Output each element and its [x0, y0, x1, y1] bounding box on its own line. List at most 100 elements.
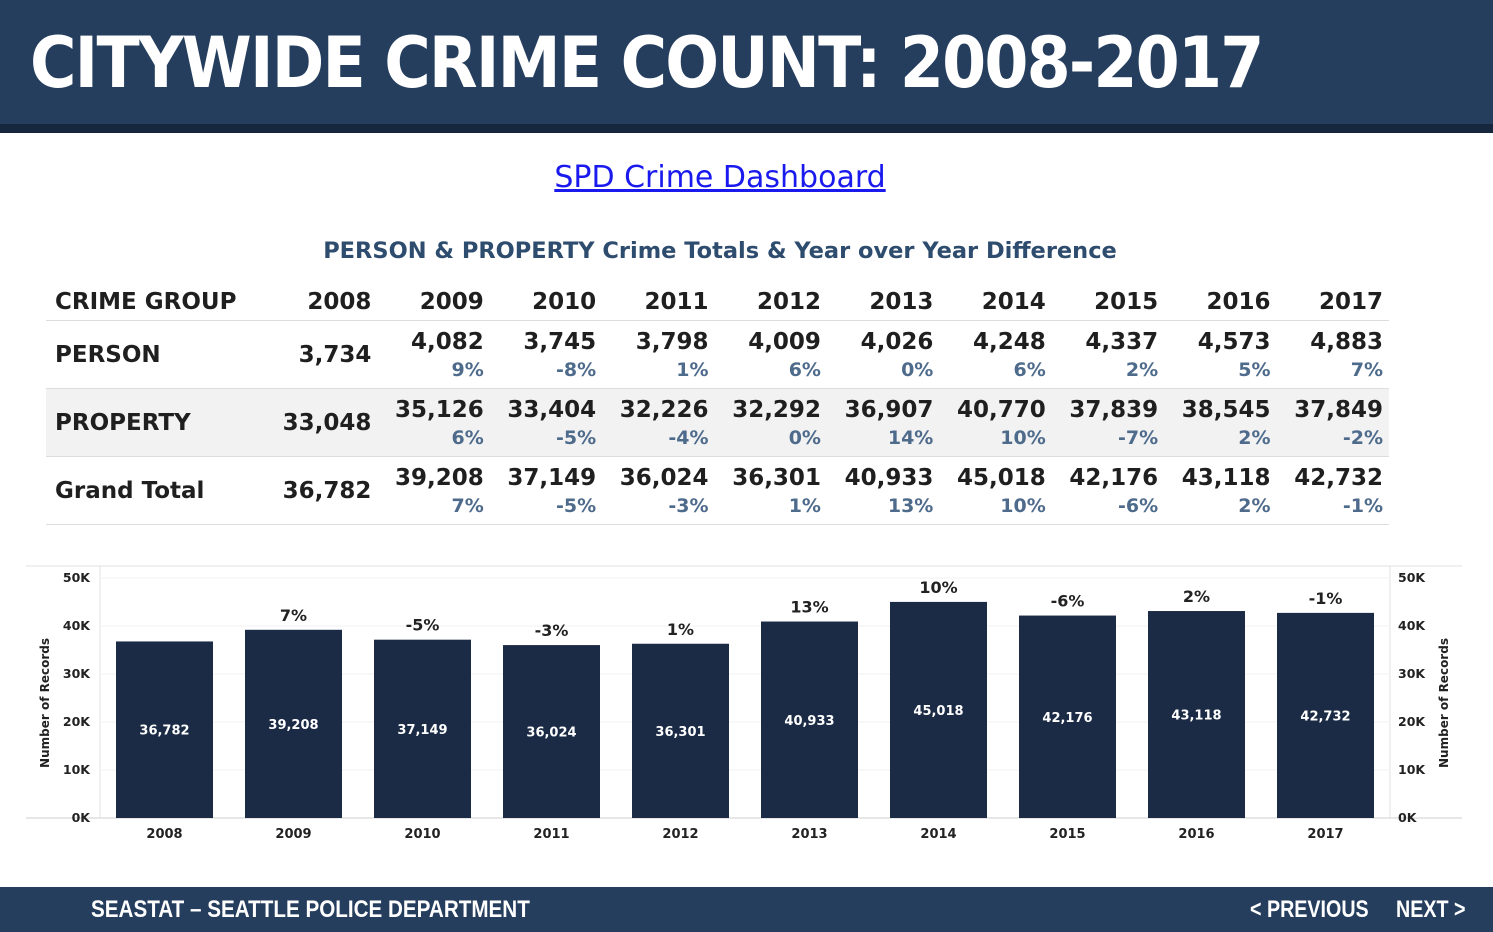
bar: [890, 601, 987, 818]
table-row-property: PROPERTY 33,048 35,126 6% 33,404 -5% 32,22…: [46, 388, 1389, 457]
cell-value: 36,024: [619, 464, 709, 491]
dashboard-link[interactable]: SPD Crime Dashboard: [554, 160, 886, 195]
table-cell: 33,404 -5%: [489, 388, 603, 457]
page-title: CITYWIDE CRIME COUNT: 2008-2017: [30, 22, 1264, 104]
y-axis-title-right: Number of Records: [1437, 638, 1451, 768]
bar-value-label: 43,118: [1171, 709, 1221, 724]
table-cell: 32,292 0%: [714, 388, 827, 457]
x-tick-label: 2013: [791, 827, 827, 842]
cell-change: 2%: [1238, 426, 1271, 449]
column-header-year: 2016: [1164, 284, 1277, 321]
x-tick-label: 2015: [1049, 827, 1085, 842]
y-tick-label-left: 30K: [63, 666, 91, 681]
bar: [632, 643, 729, 818]
cell-value: 36,907: [844, 396, 934, 423]
cell-value: 40,933: [844, 464, 934, 491]
x-tick-label: 2012: [662, 827, 698, 842]
bar-chart: 0K 0K 10K 10K 20K 20K 30K 30K 40K 40K 50K 50K Number…: [26, 565, 1462, 842]
bar: [374, 639, 471, 818]
table-cell: 40,933 13%: [826, 456, 940, 525]
y-tick-label-right: 40K: [1398, 618, 1426, 633]
x-tick-label: 2017: [1307, 827, 1343, 842]
bar: [245, 629, 342, 818]
cell-change: 10%: [1000, 426, 1046, 449]
column-header-year: 2009: [377, 284, 490, 321]
column-header-year: 2008: [265, 284, 378, 321]
table-cell: 4,082 9%: [377, 320, 490, 389]
table-cell: 39,208 7%: [377, 456, 490, 525]
table-cell: 32,226 -4%: [602, 388, 715, 457]
table-cell: 3,798 1%: [602, 320, 715, 389]
y-tick-label-left: 40K: [63, 618, 91, 633]
previous-button[interactable]: < PREVIOUS: [1250, 896, 1369, 923]
column-header-year: 2012: [714, 284, 827, 321]
footer-bar: SEASTAT – SEATTLE POLICE DEPARTMENT < PR…: [0, 887, 1493, 932]
bar-value-label: 36,782: [139, 724, 189, 739]
cell-value: 4,082: [411, 328, 484, 355]
bar-value-label: 36,301: [655, 725, 705, 740]
column-header-crime-group: CRIME GROUP: [46, 284, 265, 321]
table-cell: 43,118 2%: [1164, 456, 1277, 525]
table-cell: 37,149 -5%: [489, 456, 603, 525]
cell-change: 10%: [1000, 494, 1046, 517]
cell-change: 7%: [451, 494, 484, 517]
y-tick-label-right: 20K: [1398, 714, 1426, 729]
cell-value: 38,545: [1181, 396, 1271, 423]
cell-change: 7%: [1350, 358, 1383, 381]
cell-value: 3,745: [523, 328, 597, 355]
bar-value-label: 42,176: [1042, 711, 1092, 726]
bar: [761, 621, 858, 818]
column-header-year: 2014: [939, 284, 1052, 321]
cell-value: 3,798: [635, 328, 709, 355]
bar-change-label: -5%: [406, 616, 440, 635]
y-tick-label-right: 30K: [1398, 666, 1426, 681]
table-row-grand-total: Grand Total 36,782 39,208 7% 37,149 -5% 36…: [46, 456, 1389, 525]
table-cell: 3,745 -8%: [489, 320, 603, 389]
table-cell: 36,024 -3%: [602, 456, 715, 525]
cell-value: 36,301: [732, 464, 821, 491]
footer-title: SEASTAT – SEATTLE POLICE DEPARTMENT: [91, 896, 530, 923]
cell-change: 0%: [901, 358, 934, 381]
x-tick-label: 2009: [275, 827, 311, 842]
cell-value: 37,839: [1069, 396, 1159, 423]
cell-change: -7%: [1117, 426, 1159, 449]
cell-value: 4,573: [1197, 328, 1271, 355]
bar-value-label: 40,933: [784, 714, 834, 729]
cell-value: 42,176: [1069, 464, 1159, 491]
x-tick-label: 2014: [920, 827, 956, 842]
cell-change: -2%: [1342, 426, 1383, 449]
bar-change-label: -1%: [1309, 589, 1343, 608]
table-cell: 4,573 5%: [1164, 320, 1277, 389]
table-cell: 4,009 6%: [714, 320, 827, 389]
cell-change: 5%: [1238, 358, 1271, 381]
cell-value: 40,770: [956, 396, 1046, 423]
bar-change-label: 2%: [1183, 587, 1210, 606]
cell-change: 9%: [451, 358, 484, 381]
bar: [116, 641, 213, 818]
cell-change: -5%: [556, 494, 597, 517]
cell-change: -8%: [556, 358, 597, 381]
bar: [1019, 615, 1116, 818]
y-tick-label-right: 0K: [1398, 810, 1418, 825]
table-cell-value: 36,782: [265, 456, 378, 525]
cell-value: 43,118: [1181, 464, 1271, 491]
cell-value: 4,883: [1310, 328, 1383, 355]
cell-change: 2%: [1238, 494, 1271, 517]
bar-change-label: 13%: [790, 598, 828, 617]
bar: [503, 645, 600, 818]
cell-value: 37,149: [507, 464, 597, 491]
cell-value: 4,248: [972, 328, 1046, 355]
cell-value: 35,126: [395, 396, 484, 423]
cell-value: 42,732: [1294, 464, 1383, 491]
cell-value: 45,018: [956, 464, 1046, 491]
y-tick-label-left: 50K: [63, 570, 91, 585]
next-button[interactable]: NEXT >: [1396, 896, 1466, 923]
cell-change: 6%: [451, 426, 484, 449]
cell-change: 2%: [1125, 358, 1159, 381]
cell-change: 6%: [1013, 358, 1046, 381]
table-cell-value: 3,734: [265, 320, 378, 389]
cell-value: 32,292: [732, 396, 821, 423]
crime-table: CRIME GROUP 2008 2009 2010 2011 2012 201…: [46, 284, 1389, 525]
column-header-year: 2010: [489, 284, 603, 321]
y-tick-label-right: 50K: [1398, 570, 1426, 585]
